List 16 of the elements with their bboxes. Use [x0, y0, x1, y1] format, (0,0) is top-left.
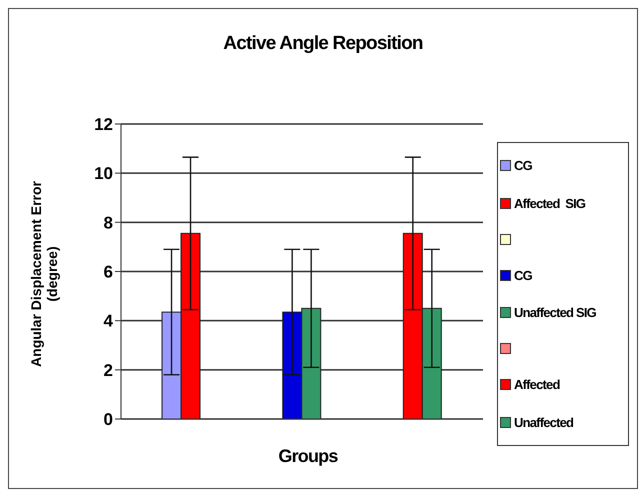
legend-label: CG	[514, 268, 532, 283]
y-tick-label: 8	[104, 213, 113, 232]
legend-label: Affected	[514, 376, 560, 392]
y-tick-label: 6	[104, 262, 113, 282]
legend-label: CG	[514, 158, 532, 174]
legend-label: Unaffected SIG	[514, 305, 596, 320]
legend-label: Affected SIG	[514, 196, 586, 212]
legend-label: Unaffected	[514, 414, 574, 430]
y-tick-label: 4	[104, 312, 114, 331]
y-tick-label: 2	[104, 360, 113, 380]
y-tick-label: 10	[94, 164, 113, 184]
y-axis-title: Angular Displacement Error (degree)	[29, 109, 69, 439]
y-tick-label: 0	[104, 410, 113, 430]
y-tick-label: 12	[94, 115, 113, 134]
x-axis-title: Groups	[277, 446, 339, 467]
chart-title: Active Angle Reposition	[222, 33, 424, 55]
